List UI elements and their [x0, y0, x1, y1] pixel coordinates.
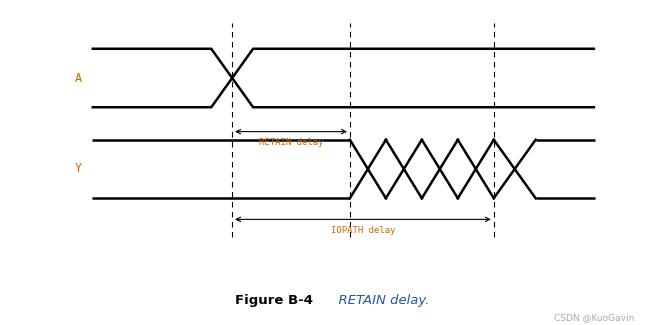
Text: CSDN @KuoGavin: CSDN @KuoGavin [554, 313, 634, 322]
Text: RETAIN delay: RETAIN delay [259, 138, 323, 147]
Text: Figure B-4: Figure B-4 [235, 294, 313, 307]
Text: IOPATH delay: IOPATH delay [331, 226, 395, 235]
Text: A: A [75, 72, 82, 84]
Text: Y: Y [75, 162, 82, 176]
Text: RETAIN delay.: RETAIN delay. [330, 294, 430, 307]
